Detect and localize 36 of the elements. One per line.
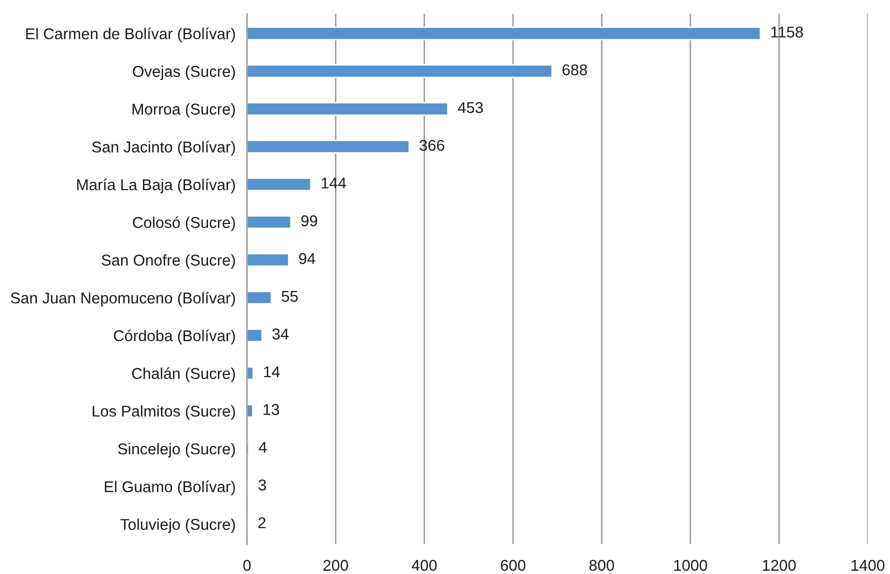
data-label: 2: [258, 517, 266, 528]
x-tick-label: 0: [243, 560, 251, 571]
data-label: 366: [420, 140, 444, 151]
y-tick-label: El Guamo (Bolívar): [104, 480, 235, 496]
data-label: 55: [282, 290, 298, 302]
y-tick-label: Los Palmitos (Sucre): [92, 405, 235, 420]
data-label: 94: [299, 253, 316, 264]
y-tick-label: San Jacinto (Bolívar): [92, 140, 235, 156]
data-label: 34: [272, 328, 289, 340]
y-tick-label: Ovejas (Sucre): [132, 66, 235, 80]
data-label: 688: [562, 64, 588, 76]
x-tick-label: 800: [589, 560, 614, 571]
x-tick-label: 400: [412, 560, 437, 571]
data-label: 453: [458, 102, 483, 114]
y-tick-label: San Onofre (Sucre): [102, 254, 235, 269]
x-tick-label: 1400: [852, 560, 884, 571]
y-tick-label: Sincelejo (Sucre): [118, 443, 235, 458]
x-tick-label: 1000: [674, 560, 708, 571]
y-tick-label: El Carmen de Bolívar (Bolívar): [26, 28, 235, 42]
y-tick-label: Toluviejo (Sucre): [120, 518, 235, 534]
data-label: 144: [322, 178, 346, 188]
x-tick-label: 1200: [762, 560, 796, 571]
data-label: 1158: [771, 26, 803, 38]
data-label: 4: [258, 442, 267, 453]
y-tick-label: Córdoba (Bolívar): [114, 330, 235, 344]
x-tick-label: 200: [323, 560, 348, 571]
x-tick-label: 600: [500, 560, 526, 571]
y-tick-label: Morroa (Sucre): [132, 103, 235, 118]
y-tick-label: María La Baja (Bolívar): [77, 178, 235, 194]
data-label: 13: [264, 404, 280, 416]
data-label: 99: [301, 215, 318, 226]
data-label: 3: [258, 480, 266, 491]
y-tick-label: Chalán (Sucre): [132, 367, 235, 382]
data-label: 14: [264, 366, 280, 378]
y-tick-label: Colosó (Sucre): [132, 216, 235, 232]
y-tick-label: San Juan Nepomuceno (Bolívar): [10, 292, 235, 307]
